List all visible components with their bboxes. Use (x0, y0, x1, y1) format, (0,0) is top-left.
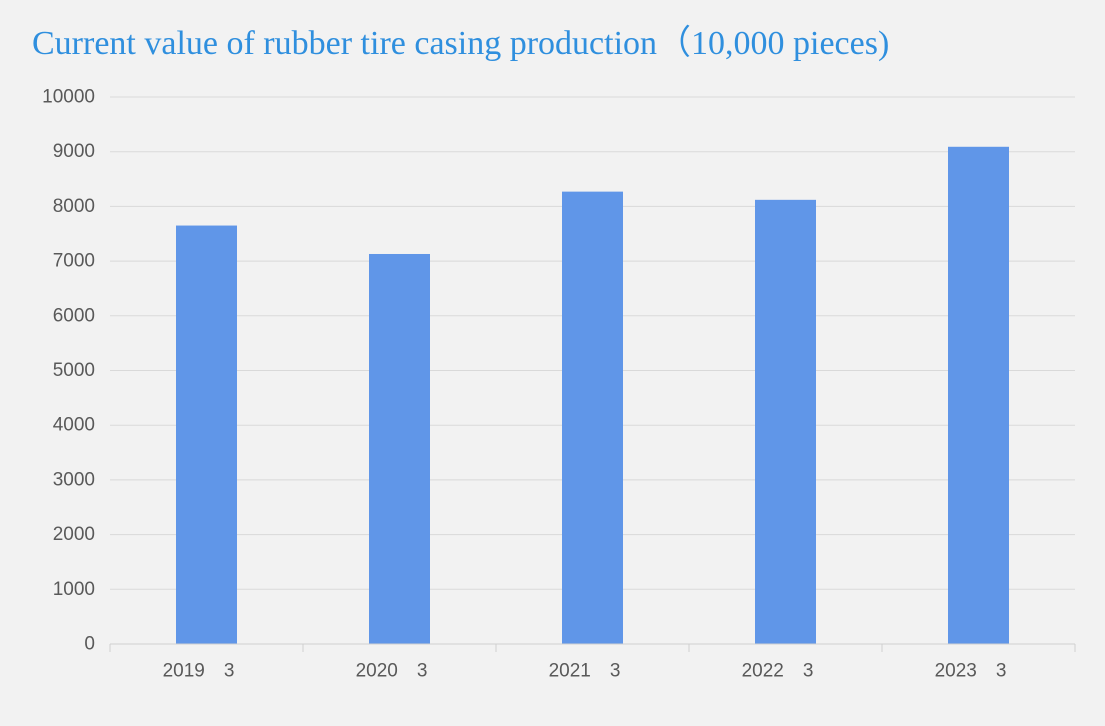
y-tick-label: 3000 (53, 469, 95, 490)
y-tick-label: 8000 (53, 196, 95, 217)
y-tick-label: 9000 (53, 141, 95, 162)
y-tick-label: 1000 (53, 579, 95, 600)
x-tick-labels: 2019 3 2020 3 2021 3 2022 3 2023 3 (163, 661, 1007, 682)
bar-4 (755, 199, 816, 644)
bar-1 (176, 225, 237, 645)
y-tick-label: 5000 (53, 360, 95, 381)
x-tick-label: 2019 3 (163, 661, 235, 682)
y-tick-label: 0 (84, 634, 95, 655)
y-tick-labels: 0 1000 2000 3000 4000 5000 6000 7000 8000 9000 100… (42, 87, 95, 655)
y-tick-label: 10000 (42, 87, 95, 108)
x-tick-label: 2021 3 (549, 661, 621, 682)
x-axis (109, 643, 1076, 652)
bars (176, 146, 1009, 645)
x-tick-label: 2023 3 (935, 661, 1007, 682)
y-tick-label: 6000 (53, 305, 95, 326)
x-tick-label: 2022 3 (742, 661, 814, 682)
bar-3 (562, 191, 623, 645)
bar-2 (369, 253, 430, 644)
chart-title: Current value of rubber tire casing prod… (32, 25, 890, 62)
y-tick-label: 4000 (53, 415, 95, 436)
x-tick-label: 2020 3 (356, 661, 428, 682)
y-tick-label: 2000 (53, 524, 95, 545)
y-tick-label: 7000 (53, 251, 95, 272)
bar-5 (948, 146, 1009, 645)
